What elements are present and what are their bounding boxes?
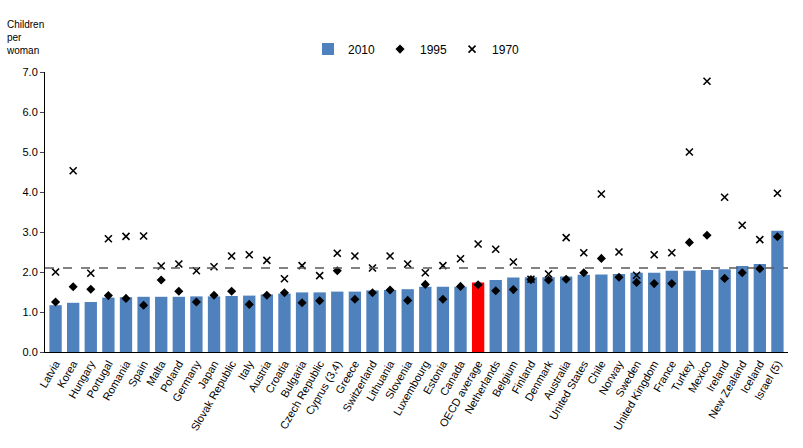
svg-text:Italy: Italy xyxy=(235,358,256,382)
svg-text:Luxembourg: Luxembourg xyxy=(391,358,432,417)
svg-text:Estonia: Estonia xyxy=(421,358,450,397)
svg-text:Romania: Romania xyxy=(100,358,133,403)
svg-text:Iceland: Iceland xyxy=(738,358,766,395)
svg-text:Ireland: Ireland xyxy=(704,358,731,393)
svg-text:Slovak Republic: Slovak Republic xyxy=(188,358,238,433)
svg-text:Germany: Germany xyxy=(170,358,203,404)
svg-text:United Kingdom: United Kingdom xyxy=(611,358,661,432)
svg-text:Sweden: Sweden xyxy=(613,358,643,398)
svg-text:2010: 2010 xyxy=(348,43,375,57)
svg-text:Czech Republic: Czech Republic xyxy=(277,358,326,431)
svg-text:2.0: 2.0 xyxy=(23,266,38,278)
svg-text:Croatia: Croatia xyxy=(263,358,292,395)
svg-text:Belgium: Belgium xyxy=(490,358,520,398)
svg-text:Turkey: Turkey xyxy=(669,358,696,393)
svg-text:Hungary: Hungary xyxy=(66,358,97,400)
svg-text:Israel (5): Israel (5) xyxy=(752,358,784,402)
svg-text:1.0: 1.0 xyxy=(23,306,38,318)
svg-text:Poland: Poland xyxy=(158,358,186,394)
svg-text:Spain: Spain xyxy=(126,358,150,388)
svg-text:Mexico: Mexico xyxy=(686,358,714,394)
svg-text:1995: 1995 xyxy=(420,43,447,57)
svg-text:Norway: Norway xyxy=(596,358,625,397)
svg-text:Greece: Greece xyxy=(333,358,361,395)
svg-text:Lithuania: Lithuania xyxy=(364,358,397,403)
svg-text:New Zealand: New Zealand xyxy=(706,358,749,420)
svg-text:Austria: Austria xyxy=(246,358,274,394)
svg-text:Denmark: Denmark xyxy=(522,358,555,403)
svg-text:Childrenperwoman: Childrenperwoman xyxy=(6,19,44,56)
svg-text:0.0: 0.0 xyxy=(23,346,38,358)
svg-text:6.0: 6.0 xyxy=(23,106,38,118)
svg-text:Netherlands: Netherlands xyxy=(462,358,502,416)
svg-text:Latvia: Latvia xyxy=(37,358,63,390)
svg-text:OECD average: OECD average xyxy=(437,358,485,429)
svg-text:United States: United States xyxy=(547,358,591,422)
svg-text:3.0: 3.0 xyxy=(23,226,38,238)
svg-text:Finland: Finland xyxy=(509,358,537,395)
svg-text:Cyprus (3,4): Cyprus (3,4) xyxy=(303,358,344,416)
svg-text:7.0: 7.0 xyxy=(23,66,38,78)
svg-text:Japan: Japan xyxy=(195,358,220,390)
svg-text:Korea: Korea xyxy=(55,358,81,390)
svg-text:Malta: Malta xyxy=(144,358,168,388)
svg-text:Switzerland: Switzerland xyxy=(340,358,379,413)
svg-text:Chile: Chile xyxy=(585,358,608,386)
svg-text:France: France xyxy=(651,358,679,394)
svg-text:4.0: 4.0 xyxy=(23,186,38,198)
svg-text:Canada: Canada xyxy=(437,358,467,398)
svg-text:Slovenia: Slovenia xyxy=(383,358,415,401)
svg-text:Australia: Australia xyxy=(541,358,573,402)
svg-text:5.0: 5.0 xyxy=(23,146,38,158)
svg-text:Portugal: Portugal xyxy=(84,358,115,399)
svg-text:1970: 1970 xyxy=(492,43,519,57)
svg-text:Bulgaria: Bulgaria xyxy=(278,358,309,400)
